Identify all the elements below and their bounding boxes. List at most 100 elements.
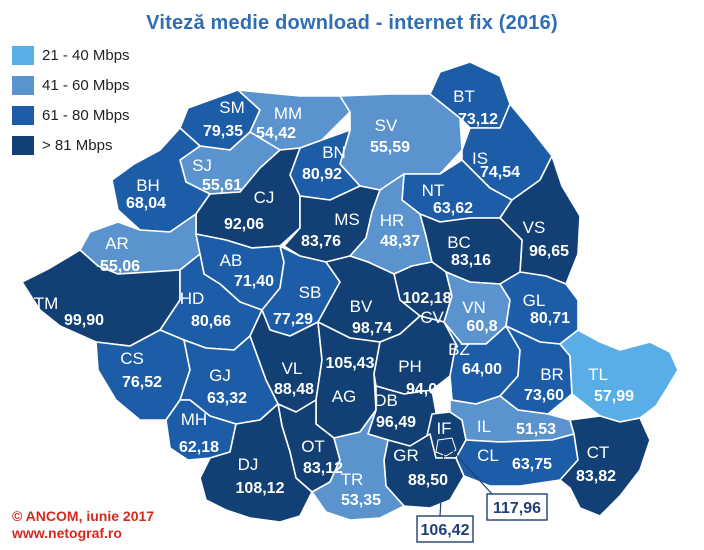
label-value: 88,48 [274,381,314,398]
label-code: IS [472,149,488,168]
label-value: 60,8 [466,318,497,335]
label-code: IF [436,419,451,438]
label-value: 80,66 [191,313,231,330]
legend-label: > 81 Mbps [42,136,113,154]
label-value: 99,90 [64,312,104,329]
label-code: CS [120,349,144,368]
legend-item-61-80: 61 - 80 Mbps [12,100,130,130]
label-code: SM [219,98,245,117]
county-CT [559,415,651,517]
callout-box-b [486,493,548,521]
label-code: SV [375,116,398,135]
label-code: TR [341,470,364,489]
label-code: AB [220,251,243,270]
legend-swatch [12,135,34,155]
label-code: BT [453,87,475,106]
label-code: AG [332,387,357,406]
label-value: 48,37 [380,233,420,250]
credit: © ANCOM, iunie 2017 www.netograf.ro [12,508,154,542]
label-code: BC [447,233,471,252]
label-code: AR [105,234,129,253]
label-value: 77,29 [273,311,313,328]
label-code: MS [334,210,360,229]
credit-copyright: © ANCOM, iunie 2017 [12,508,155,524]
legend-label: 61 - 80 Mbps [42,106,130,124]
label-code: DJ [238,455,259,474]
county-DJ [199,403,313,523]
callout-if-value: 106,42 [421,522,470,539]
label-value: 55,61 [202,177,242,194]
label-code: GJ [209,366,231,385]
label-value: 96,49 [376,414,416,431]
label-value: 108,12 [236,480,285,497]
label-code: TL [588,365,608,384]
callout-leader-if [439,449,445,517]
label-code: BH [136,176,160,195]
label-code: CV [420,308,444,327]
legend-swatch [12,45,34,65]
legend: 21 - 40 Mbps 41 - 60 Mbps 61 - 80 Mbps >… [12,40,130,160]
label-code: BN [322,143,346,162]
county-B [435,437,457,457]
label-code: BV [350,297,373,316]
label-code: BZ [448,340,470,359]
callout-box-if [416,515,474,543]
label-code: VS [523,218,546,237]
label-value: 74,54 [480,164,520,181]
legend-label: 41 - 60 Mbps [42,76,130,94]
legend-label: 21 - 40 Mbps [42,46,130,64]
label-value: 54,42 [256,125,296,142]
legend-item-21-40: 21 - 40 Mbps [12,40,130,70]
legend-swatch [12,105,34,125]
label-code: HR [380,211,405,230]
label-code: CT [587,443,610,462]
label-code: SJ [192,156,212,175]
label-value: 53,35 [341,492,381,509]
label-value: 98,74 [352,320,392,337]
label-value: 79,35 [203,123,243,140]
label-value: 68,04 [126,195,166,212]
label-code: CL [477,446,499,465]
label-value: 63,32 [207,390,247,407]
label-code: TM [34,294,59,313]
label-code: VN [462,298,486,317]
callout-b-value: 117,96 [493,500,541,517]
label-value: 71,40 [234,273,274,290]
county-TL [559,329,679,423]
label-code: OT [301,437,325,456]
label-code: BR [540,365,564,384]
label-code: PH [398,357,422,376]
label-code: VL [282,359,303,378]
label-value: 55,06 [100,258,140,275]
county-labels: SM 79,35 MM 54,42 SV 55,59 BT 73,12 BN 8… [34,87,634,509]
map-title: Viteză medie download - internet fix (20… [146,12,558,34]
label-value: 80,92 [302,166,342,183]
label-value: 80,71 [530,310,570,327]
label-code: HD [180,289,205,308]
label-value: 92,06 [224,216,264,233]
label-value: 57,99 [594,388,634,405]
label-value: 62,18 [179,439,219,456]
label-value: 83,76 [301,233,341,250]
label-code: DB [374,391,398,410]
label-value: 88,50 [408,472,448,489]
label-code: MH [181,410,207,429]
label-value: 51,53 [516,421,556,438]
label-code: GR [393,446,419,465]
label-code: IL [477,417,491,436]
label-value: 64,00 [462,361,502,378]
label-value: 63,75 [512,456,552,473]
label-value: 102,18 [403,290,452,307]
credit-website: www.netograf.ro [12,525,122,541]
callout-leader-b [449,447,493,495]
label-value: 83,12 [303,460,343,477]
label-code: GL [523,291,546,310]
label-code: CJ [254,188,275,207]
legend-item-81-plus: > 81 Mbps [12,130,130,160]
label-value: 73,12 [458,111,498,128]
label-value: 73,60 [524,387,564,404]
label-value: 83,16 [451,252,491,269]
label-value: 83,82 [576,468,616,485]
label-value: 94,06 [406,381,446,398]
